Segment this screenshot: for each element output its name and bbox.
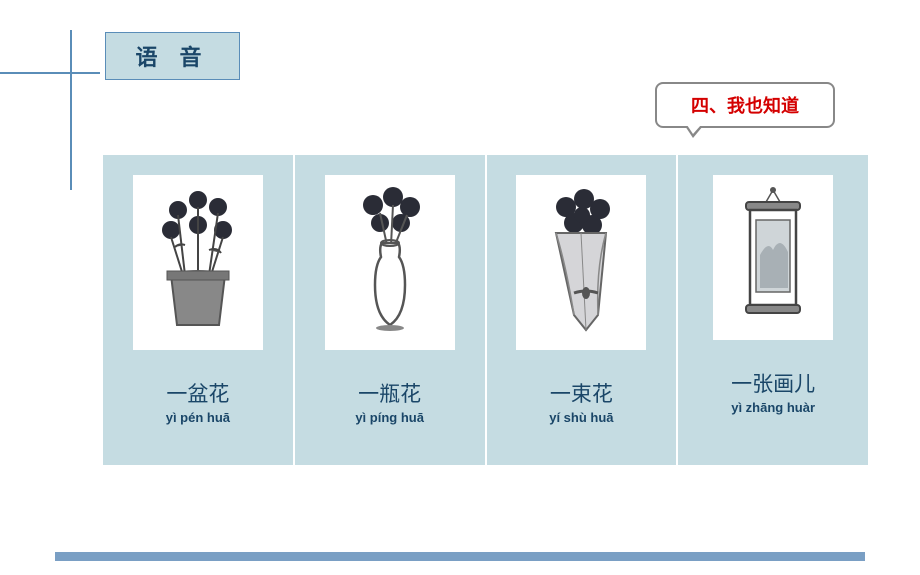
- hanzi-label: 一盆花: [166, 378, 229, 408]
- hanzi-label: 一张画儿: [731, 368, 815, 398]
- hanzi-label: 一束花: [550, 378, 613, 408]
- vocabulary-grid: 一盆花 yì pén huā 一瓶花 yì píng huā 一束花 yí sh…: [103, 155, 868, 465]
- illustration-scroll-painting: [713, 175, 833, 340]
- vocab-cell: 一瓶花 yì píng huā: [295, 155, 487, 465]
- decorative-vline: [70, 30, 72, 190]
- illustration-bouquet-flowers: [516, 175, 646, 350]
- illustration-vase-flowers: [325, 175, 455, 350]
- speech-bubble: 四、我也知道: [655, 82, 835, 128]
- pinyin-label: yì pén huā: [166, 410, 230, 425]
- hanzi-label: 一瓶花: [358, 378, 421, 408]
- decorative-hline: [0, 72, 100, 74]
- section-title: 语 音: [105, 32, 240, 80]
- pinyin-label: yì píng huā: [355, 410, 424, 425]
- vocab-cell: 一张画儿 yì zhāng huàr: [678, 155, 868, 465]
- pinyin-label: yì zhāng huàr: [731, 400, 815, 415]
- vocab-cell: 一束花 yí shù huā: [487, 155, 679, 465]
- pinyin-label: yí shù huā: [549, 410, 613, 425]
- vocab-cell: 一盆花 yì pén huā: [103, 155, 295, 465]
- footer-bar: [55, 552, 865, 561]
- illustration-potted-flowers: [133, 175, 263, 350]
